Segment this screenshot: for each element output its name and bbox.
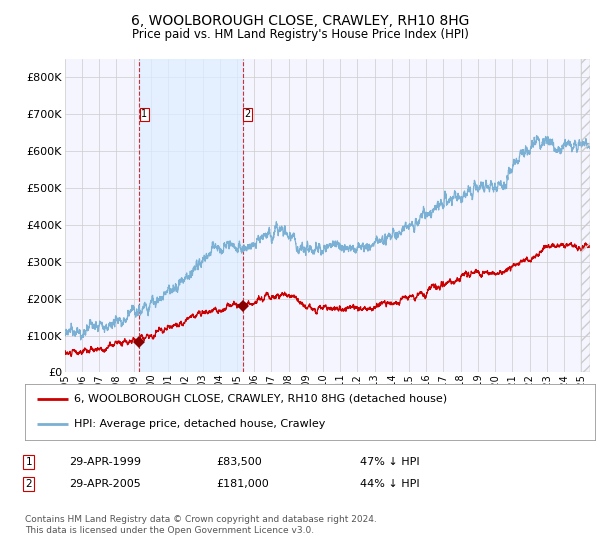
Text: 6, WOOLBOROUGH CLOSE, CRAWLEY, RH10 8HG: 6, WOOLBOROUGH CLOSE, CRAWLEY, RH10 8HG — [131, 14, 469, 28]
Text: 29-APR-1999: 29-APR-1999 — [69, 457, 141, 467]
Text: 1: 1 — [25, 457, 32, 467]
Text: Price paid vs. HM Land Registry's House Price Index (HPI): Price paid vs. HM Land Registry's House … — [131, 28, 469, 41]
Text: 1: 1 — [142, 109, 148, 119]
Text: 29-APR-2005: 29-APR-2005 — [69, 479, 141, 489]
Text: 2: 2 — [245, 109, 251, 119]
Bar — [139, 59, 242, 372]
Text: HPI: Average price, detached house, Crawley: HPI: Average price, detached house, Craw… — [74, 419, 325, 430]
Text: Contains HM Land Registry data © Crown copyright and database right 2024.
This d: Contains HM Land Registry data © Crown c… — [25, 515, 377, 535]
Text: 6, WOOLBOROUGH CLOSE, CRAWLEY, RH10 8HG (detached house): 6, WOOLBOROUGH CLOSE, CRAWLEY, RH10 8HG … — [74, 394, 447, 404]
Text: 47% ↓ HPI: 47% ↓ HPI — [360, 457, 419, 467]
Text: 44% ↓ HPI: 44% ↓ HPI — [360, 479, 419, 489]
Text: £83,500: £83,500 — [216, 457, 262, 467]
Text: 2: 2 — [25, 479, 32, 489]
Text: £181,000: £181,000 — [216, 479, 269, 489]
